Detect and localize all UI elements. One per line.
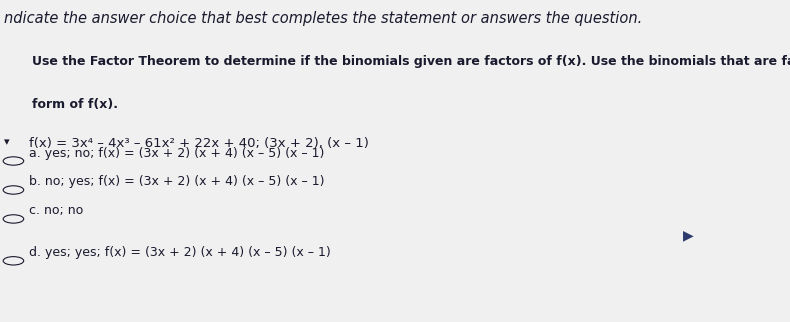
Text: d. yes; yes; f(x) = (3x + 2) (x + 4) (x – 5) (x – 1): d. yes; yes; f(x) = (3x + 2) (x + 4) (x … <box>29 246 331 259</box>
Text: Use the Factor Theorem to determine if the binomials given are factors of f(x). : Use the Factor Theorem to determine if t… <box>32 55 790 68</box>
Text: b. no; yes; f(x) = (3x + 2) (x + 4) (x – 5) (x – 1): b. no; yes; f(x) = (3x + 2) (x + 4) (x –… <box>29 175 325 188</box>
Text: ▶: ▶ <box>683 229 694 242</box>
Text: a. yes; no; f(x) = (3x + 2) (x + 4) (x – 5) (x – 1): a. yes; no; f(x) = (3x + 2) (x + 4) (x –… <box>29 147 325 159</box>
Text: form of f(x).: form of f(x). <box>32 98 118 111</box>
Text: f(x) = 3x⁴ – 4x³ – 61x² + 22x + 40; (3x + 2), (x – 1): f(x) = 3x⁴ – 4x³ – 61x² + 22x + 40; (3x … <box>29 137 369 150</box>
Text: c. no; no: c. no; no <box>29 204 84 217</box>
Text: ▾: ▾ <box>4 137 9 147</box>
Text: ndicate the answer choice that best completes the statement or answers the quest: ndicate the answer choice that best comp… <box>4 11 642 26</box>
